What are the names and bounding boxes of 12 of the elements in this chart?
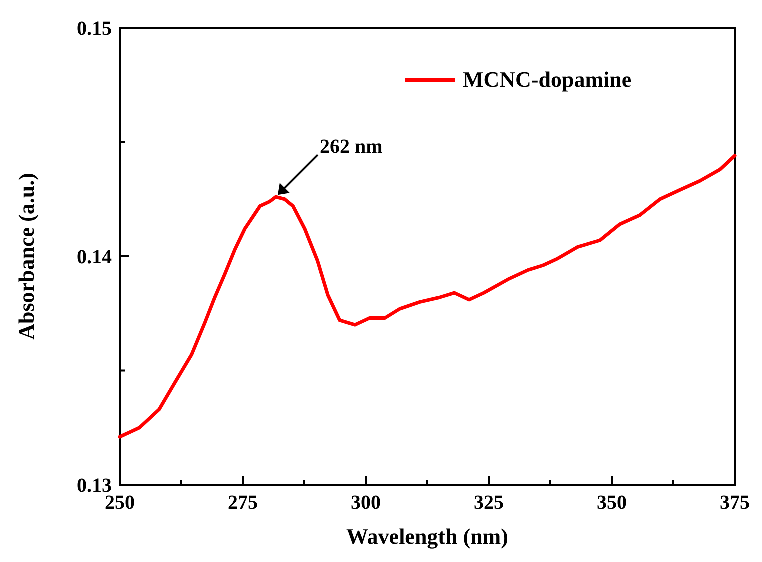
x-tick-label: 375: [720, 492, 750, 514]
x-tick-label: 325: [474, 492, 504, 514]
x-tick-label: 350: [597, 492, 627, 514]
y-tick-label: 0.14: [77, 246, 112, 268]
legend-label: MCNC-dopamine: [463, 67, 632, 92]
annotation: 262 nm: [320, 136, 384, 158]
x-tick-label: 300: [351, 492, 381, 514]
x-axis-title: Wavelength (nm): [346, 524, 508, 549]
y-tick-label: 0.15: [77, 18, 112, 40]
y-axis-title: Absorbance (a.u.): [14, 173, 39, 340]
x-tick-label: 275: [228, 492, 258, 514]
line-series: [118, 154, 737, 439]
